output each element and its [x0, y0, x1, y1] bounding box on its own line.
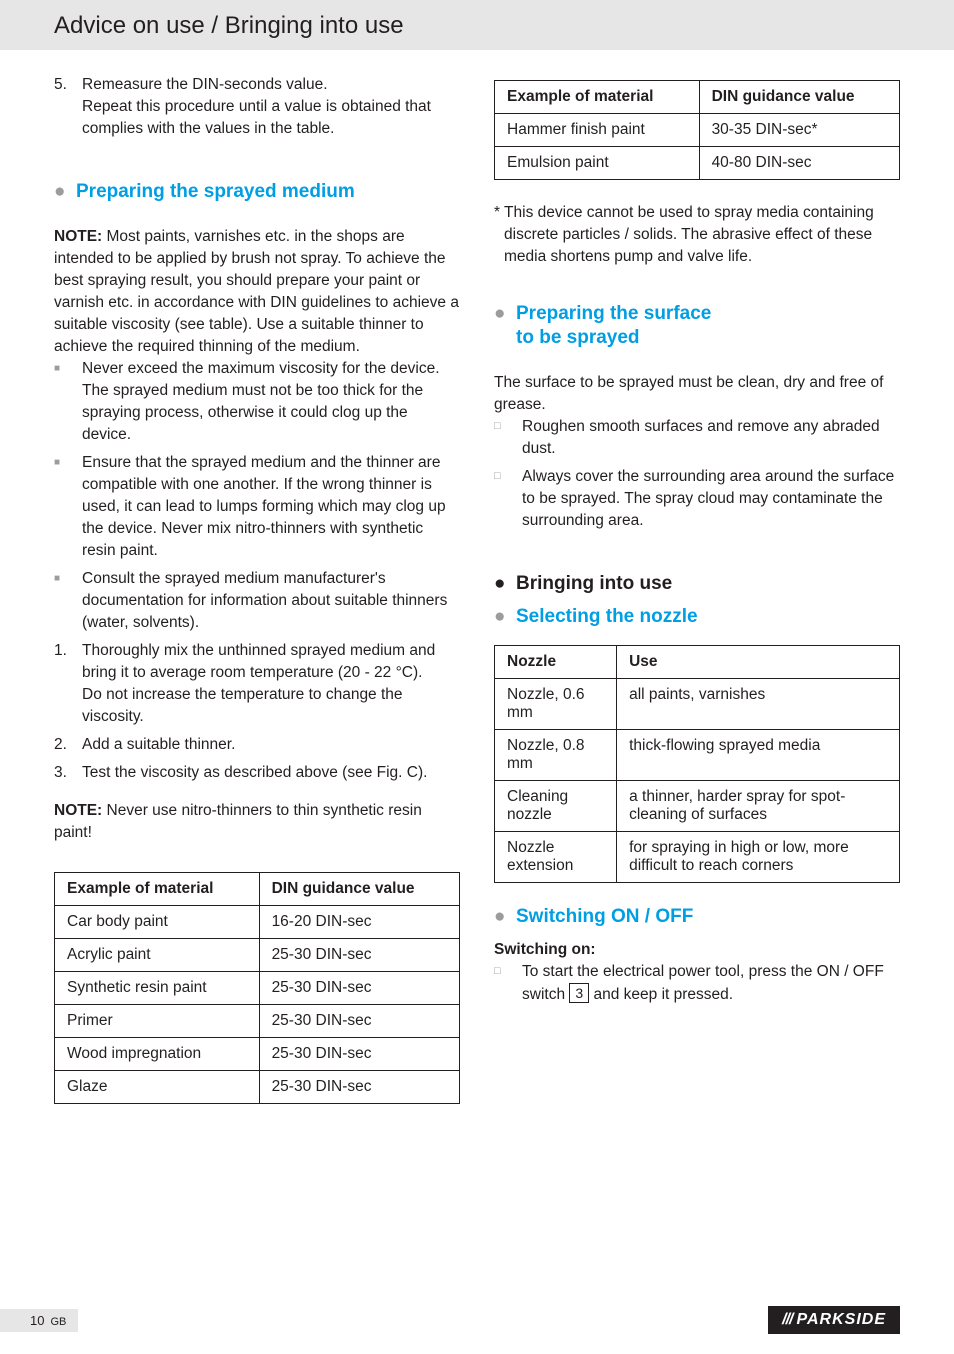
numbered-3: 3. Test the viscosity as described above… — [54, 762, 460, 784]
open-square-icon: □ — [494, 466, 522, 532]
open-square-list: □Roughen smooth surfaces and remove any … — [494, 416, 900, 532]
step-5: 5. Remeasure the DIN-seconds value. Repe… — [54, 74, 460, 140]
section-selecting-nozzle-head: ●Selecting the nozzle — [494, 605, 900, 629]
switching-on-label: Switching on: — [494, 939, 900, 961]
section-heading: Bringing into use — [516, 573, 672, 594]
table-row: Glaze25-30 DIN-sec — [55, 1070, 460, 1103]
list-item: □ To start the electrical power tool, pr… — [494, 961, 900, 1006]
table-header-row: Example of material DIN guidance value — [495, 81, 900, 114]
table-header: DIN guidance value — [259, 872, 459, 905]
switch-instruction: To start the electrical power tool, pres… — [522, 961, 900, 1006]
list-item: ■Consult the sprayed medium manufacturer… — [54, 568, 460, 634]
numbered-2: 2. Add a suitable thinner. — [54, 734, 460, 756]
bullet-icon: ● — [494, 572, 516, 596]
table-row: Nozzle, 0.6 mmall paints, varnishes — [495, 679, 900, 730]
din-table-left: Example of material DIN guidance value C… — [54, 872, 460, 1104]
table-row: Wood impregnation25-30 DIN-sec — [55, 1037, 460, 1070]
brand-stripes-icon: /// — [782, 1311, 792, 1329]
switch-number-box: 3 — [569, 983, 589, 1003]
numbered-1: 1. Thoroughly mix the unthinned sprayed … — [54, 640, 460, 728]
open-square-icon: □ — [494, 416, 522, 460]
nozzle-table: Nozzle Use Nozzle, 0.6 mmall paints, var… — [494, 645, 900, 883]
section-heading: Preparing the sprayed medium — [76, 181, 355, 202]
table-row: Acrylic paint25-30 DIN-sec — [55, 938, 460, 971]
section-heading-line2: to be sprayed — [516, 327, 640, 348]
section-heading: Selecting the nozzle — [516, 606, 698, 627]
left-column: 5. Remeasure the DIN-seconds value. Repe… — [54, 74, 460, 1104]
page-header: Advice on use / Bringing into use — [0, 0, 954, 50]
table-header: Example of material — [495, 81, 700, 114]
din-table-right: Example of material DIN guidance value H… — [494, 80, 900, 180]
table-header-row: Example of material DIN guidance value — [55, 872, 460, 905]
table-row: Synthetic resin paint25-30 DIN-sec — [55, 971, 460, 1004]
switch-list: □ To start the electrical power tool, pr… — [494, 961, 900, 1006]
section-bringing-into-use-head: ●Bringing into use — [494, 572, 900, 596]
list-item: ■Never exceed the maximum viscosity for … — [54, 358, 460, 446]
note-label: NOTE: — [54, 802, 102, 819]
table-row: Emulsion paint40-80 DIN-sec — [495, 147, 900, 180]
right-column: Example of material DIN guidance value H… — [494, 74, 900, 1104]
section-heading: Switching ON / OFF — [516, 906, 693, 927]
content-columns: 5. Remeasure the DIN-seconds value. Repe… — [0, 50, 954, 1104]
page-region: GB — [50, 1316, 66, 1328]
list-item: □Roughen smooth surfaces and remove any … — [494, 416, 900, 460]
section-preparing-surface-head: ●Preparing the surface to be sprayed — [494, 302, 900, 350]
note-label: NOTE: — [54, 228, 102, 245]
footer-page-info: 10 GB — [0, 1309, 78, 1332]
note2-paragraph: NOTE: Never use nitro-thinners to thin s… — [54, 800, 460, 844]
list-item: ■Ensure that the sprayed medium and the … — [54, 452, 460, 562]
step-text: Remeasure the DIN-seconds value. Repeat … — [82, 74, 460, 140]
bullet-icon: ● — [494, 605, 516, 629]
table-row: Car body paint16-20 DIN-sec — [55, 905, 460, 938]
section-preparing-medium-head: ●Preparing the sprayed medium — [54, 180, 460, 204]
table-row: Nozzle extensionfor spraying in high or … — [495, 832, 900, 883]
open-square-icon: □ — [494, 961, 522, 1006]
table-row: Primer25-30 DIN-sec — [55, 1004, 460, 1037]
square-icon: ■ — [54, 358, 82, 446]
page-footer: 10 GB /// PARKSIDE — [0, 1306, 954, 1334]
bullet-icon: ● — [494, 905, 516, 929]
header-title: Advice on use / Bringing into use — [54, 12, 404, 39]
section-switching-head: ●Switching ON / OFF — [494, 905, 900, 929]
table-header: Nozzle — [495, 646, 617, 679]
square-icon: ■ — [54, 568, 82, 634]
table-header: Use — [617, 646, 900, 679]
bullet-list: ■Never exceed the maximum viscosity for … — [54, 358, 460, 634]
table-header: DIN guidance value — [699, 81, 899, 114]
square-icon: ■ — [54, 452, 82, 562]
table-header-row: Nozzle Use — [495, 646, 900, 679]
table-row: Hammer finish paint30-35 DIN-sec* — [495, 114, 900, 147]
brand-name: PARKSIDE — [797, 1311, 887, 1329]
footnote: * This device cannot be used to spray me… — [494, 202, 900, 268]
table-header: Example of material — [55, 872, 260, 905]
bullet-icon: ● — [494, 302, 516, 326]
step-number: 5. — [54, 74, 82, 140]
brand-badge: /// PARKSIDE — [768, 1306, 900, 1334]
note-paragraph: NOTE: Most paints, varnishes etc. in the… — [54, 226, 460, 358]
list-item: □Always cover the surrounding area aroun… — [494, 466, 900, 532]
table-row: Nozzle, 0.8 mmthick-flowing sprayed medi… — [495, 730, 900, 781]
table-row: Cleaning nozzlea thinner, harder spray f… — [495, 781, 900, 832]
section-heading: Preparing the surface — [516, 303, 711, 324]
surface-intro: The surface to be sprayed must be clean,… — [494, 372, 900, 416]
bullet-icon: ● — [54, 180, 76, 204]
page-number: 10 — [30, 1313, 44, 1328]
